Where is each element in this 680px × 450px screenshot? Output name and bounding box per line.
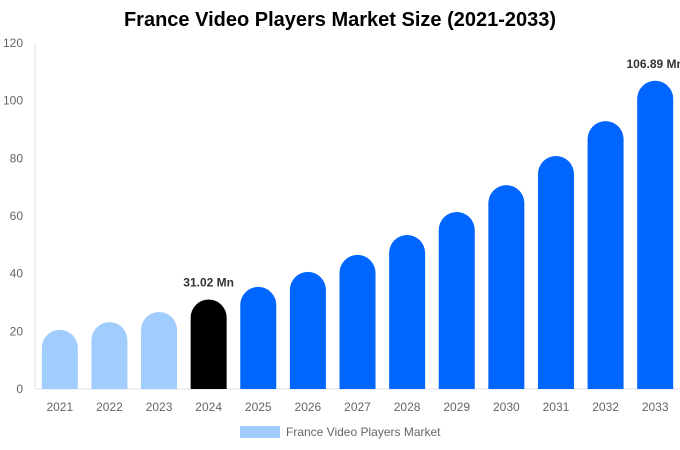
bar-2033 [637,80,674,389]
bar-2023 [141,312,178,389]
bar-2029 [438,211,475,389]
bar-2021 [41,329,78,389]
x-tick-label: 2022 [96,400,123,414]
x-tick-label: 2021 [46,400,73,414]
legend-swatch [240,426,280,438]
x-tick-label: 2031 [543,400,570,414]
bar-2028 [389,235,426,389]
bar-2032 [587,121,624,389]
bar-2025 [240,286,277,389]
x-tick-label: 2025 [245,400,272,414]
legend-label: France Video Players Market [286,425,441,439]
legend[interactable]: France Video Players Market [240,425,441,439]
x-tick-label: 2026 [295,400,322,414]
x-tick-label: 2033 [642,400,669,414]
x-tick-label: 2024 [195,400,222,414]
bar-2026 [289,271,326,389]
y-tick-label: 80 [10,151,24,165]
x-tick-label: 2027 [344,400,371,414]
y-tick-label: 60 [10,209,24,223]
bar-2030 [488,185,525,389]
bar-2024 [190,299,227,389]
chart-title: France Video Players Market Size (2021-2… [123,9,557,31]
y-tick-label: 40 [10,267,24,281]
y-tick-label: 120 [3,36,23,50]
y-tick-label: 0 [16,382,23,396]
y-tick-label: 100 [3,94,23,108]
data-label-2033: 106.89 Mn [627,57,680,71]
x-tick-label: 2028 [394,400,421,414]
bar-2027 [339,254,376,389]
x-tick-label: 2023 [146,400,173,414]
x-tick-label: 2029 [443,400,470,414]
bar-2031 [537,156,574,389]
data-label-2024: 31.02 Mn [183,276,234,290]
x-tick-label: 2030 [493,400,520,414]
y-tick-label: 20 [10,324,24,338]
bar-2022 [91,322,128,389]
x-tick-label: 2032 [592,400,619,414]
